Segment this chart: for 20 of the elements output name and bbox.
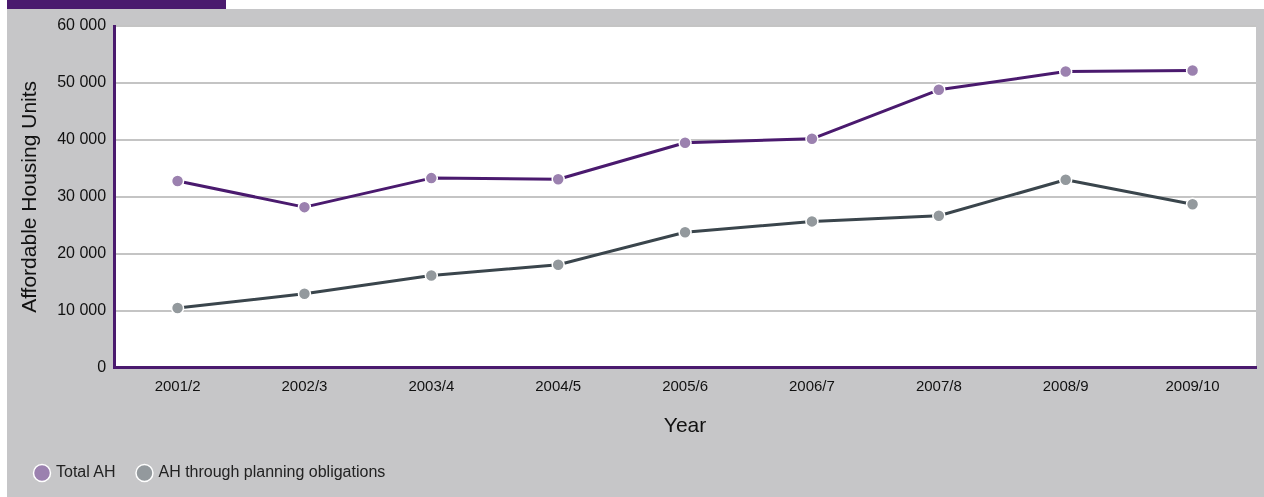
x-tick-label: 2009/10 <box>1165 376 1220 394</box>
x-axis-title: Year <box>663 413 707 437</box>
x-tick-label: 2002/3 <box>281 376 328 394</box>
y-tick-label: 60 000 <box>57 16 107 34</box>
x-tick-label: 2003/4 <box>408 376 455 394</box>
y-tick-label: 50 000 <box>57 73 107 91</box>
y-tick-label: 30 000 <box>57 187 107 205</box>
y-axis-title: Affordable Housing Units <box>17 80 41 313</box>
x-tick-label: 2001/2 <box>154 376 201 394</box>
x-tick-label: 2004/5 <box>535 376 582 394</box>
x-tick-label: 2007/8 <box>915 376 962 394</box>
x-tick-label: 2005/6 <box>662 376 709 394</box>
x-tick-label: 2006/7 <box>789 376 835 394</box>
y-tick-label: 40 000 <box>57 130 107 148</box>
y-tick-label: 10 000 <box>57 301 107 319</box>
legend-label: AH through planning obligations <box>158 463 386 481</box>
legend-label: Total AH <box>56 463 116 481</box>
y-tick-label: 0 <box>97 358 107 376</box>
y-tick-label: 20 000 <box>57 244 107 262</box>
x-tick-label: 2008/9 <box>1042 376 1089 394</box>
